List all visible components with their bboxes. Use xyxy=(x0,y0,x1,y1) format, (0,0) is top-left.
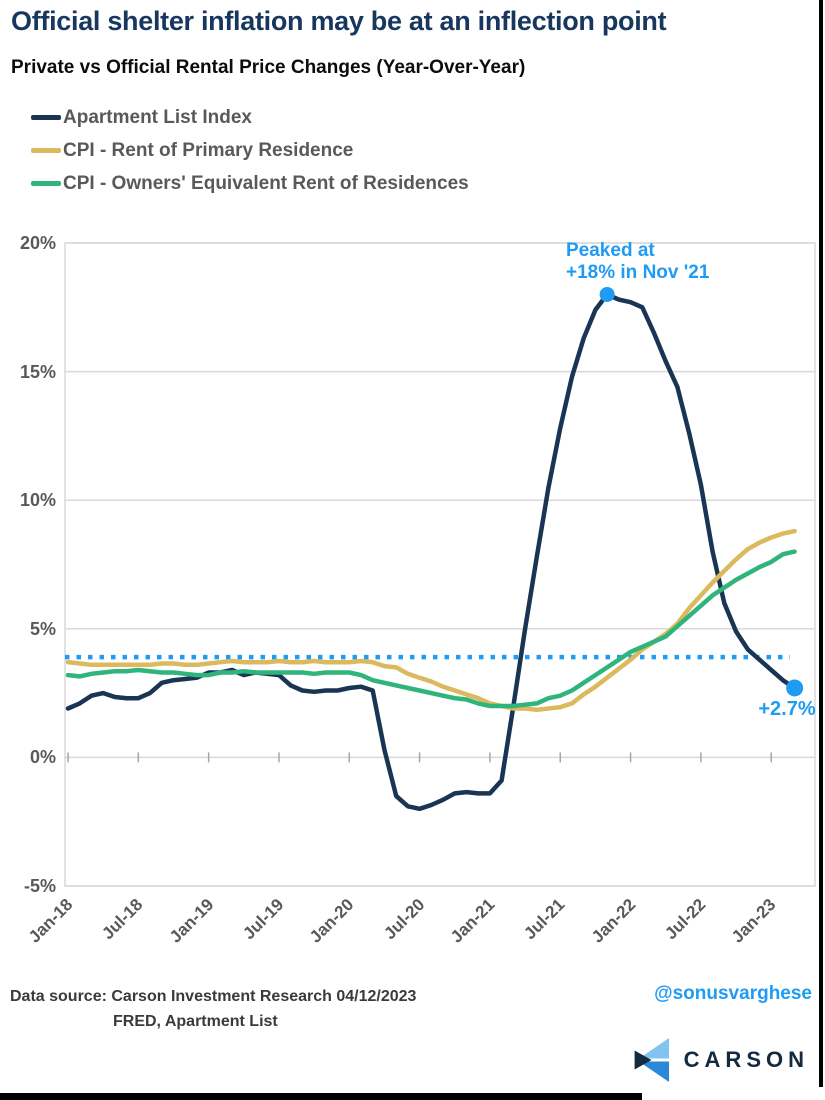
latest-value-annotation: +2.7% xyxy=(758,698,816,720)
legend-item: Apartment List Index xyxy=(31,101,469,134)
legend-line-swatch xyxy=(31,148,61,153)
series-line xyxy=(65,549,797,709)
window-right-border xyxy=(819,0,823,1087)
data-source-line2: FRED, Apartment List xyxy=(113,1013,278,1030)
carson-logo: CARSON xyxy=(628,1036,809,1084)
legend-label: CPI - Rent of Primary Residence xyxy=(63,139,354,161)
peak-annotation-line2: +18% in Nov '21 xyxy=(566,262,710,283)
legend-item: CPI - Owners' Equivalent Rent of Residen… xyxy=(31,167,469,200)
data-source-line1: Data source: Carson Investment Research … xyxy=(10,984,416,1009)
series-line xyxy=(65,292,797,812)
peak-annotation-line1: Peaked at xyxy=(566,240,655,261)
y-axis-label: 10% xyxy=(19,490,56,511)
carson-logo-icon xyxy=(634,1038,669,1082)
page-title: Official shelter inflation may be at an … xyxy=(11,6,667,36)
legend-line-swatch xyxy=(31,181,61,186)
y-axis-label: -5% xyxy=(23,876,56,896)
plot-border xyxy=(64,242,816,887)
data-source-name: Carson Investment Research xyxy=(111,988,332,1005)
data-source-note: Data source: Carson Investment Research … xyxy=(10,984,416,1034)
peak-marker xyxy=(599,286,615,302)
legend-label: CPI - Owners' Equivalent Rent of Residen… xyxy=(63,172,469,194)
window-bottom-bar xyxy=(0,1093,642,1100)
legend-label: Apartment List Index xyxy=(63,106,252,128)
data-source-prefix: Data source: xyxy=(10,988,107,1005)
y-axis-label: 0% xyxy=(29,747,56,768)
chart-subtitle: Private vs Official Rental Price Changes… xyxy=(11,57,526,78)
latest-marker xyxy=(786,679,804,697)
twitter-handle: @sonusvarghese xyxy=(654,983,812,1004)
carson-logo-text: CARSON xyxy=(683,1047,809,1072)
legend-line-swatch xyxy=(31,115,61,120)
peak-annotation: Peaked at +18% in Nov '21 xyxy=(566,240,709,284)
report-date: 04/12/2023 xyxy=(336,988,417,1005)
y-axis-label: 15% xyxy=(19,361,56,382)
y-axis-label: 20% xyxy=(19,233,56,253)
y-axis-label: 5% xyxy=(29,618,56,639)
chart-legend: Apartment List Index CPI - Rent of Primar… xyxy=(31,101,469,200)
legend-item: CPI - Rent of Primary Residence xyxy=(31,134,469,167)
